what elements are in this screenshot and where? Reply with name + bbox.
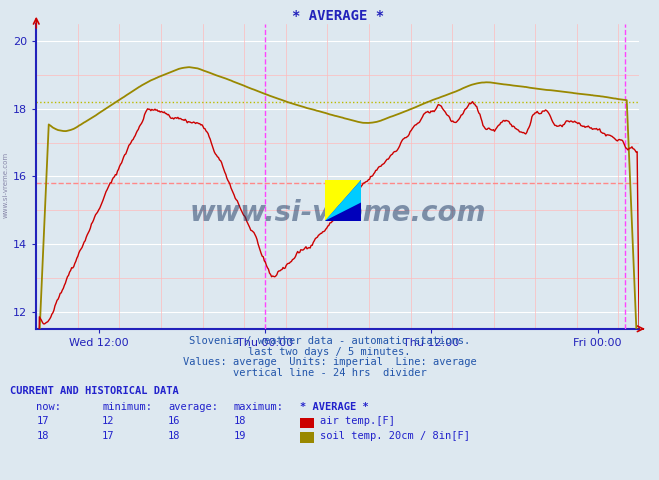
- Text: minimum:: minimum:: [102, 402, 152, 412]
- Text: 18: 18: [36, 431, 49, 441]
- Polygon shape: [325, 180, 361, 221]
- Text: www.si-vreme.com: www.si-vreme.com: [190, 199, 486, 227]
- Text: 18: 18: [168, 431, 181, 441]
- Text: Slovenia / weather data - automatic stations.: Slovenia / weather data - automatic stat…: [189, 336, 470, 346]
- Text: maximum:: maximum:: [234, 402, 284, 412]
- Text: www.si-vreme.com: www.si-vreme.com: [2, 152, 9, 218]
- Text: 16: 16: [168, 416, 181, 426]
- Text: 19: 19: [234, 431, 246, 441]
- Polygon shape: [325, 180, 361, 221]
- Text: CURRENT AND HISTORICAL DATA: CURRENT AND HISTORICAL DATA: [10, 386, 179, 396]
- Text: vertical line - 24 hrs  divider: vertical line - 24 hrs divider: [233, 368, 426, 378]
- Text: average:: average:: [168, 402, 218, 412]
- Polygon shape: [325, 180, 361, 221]
- Text: air temp.[F]: air temp.[F]: [320, 416, 395, 426]
- Text: last two days / 5 minutes.: last two days / 5 minutes.: [248, 347, 411, 357]
- Text: now:: now:: [36, 402, 61, 412]
- Text: * AVERAGE *: * AVERAGE *: [300, 402, 368, 412]
- Text: 12: 12: [102, 416, 115, 426]
- Text: soil temp. 20cm / 8in[F]: soil temp. 20cm / 8in[F]: [320, 431, 470, 441]
- Text: 17: 17: [36, 416, 49, 426]
- Text: Values: average  Units: imperial  Line: average: Values: average Units: imperial Line: av…: [183, 357, 476, 367]
- Title: * AVERAGE *: * AVERAGE *: [292, 9, 384, 23]
- Text: 17: 17: [102, 431, 115, 441]
- Text: 18: 18: [234, 416, 246, 426]
